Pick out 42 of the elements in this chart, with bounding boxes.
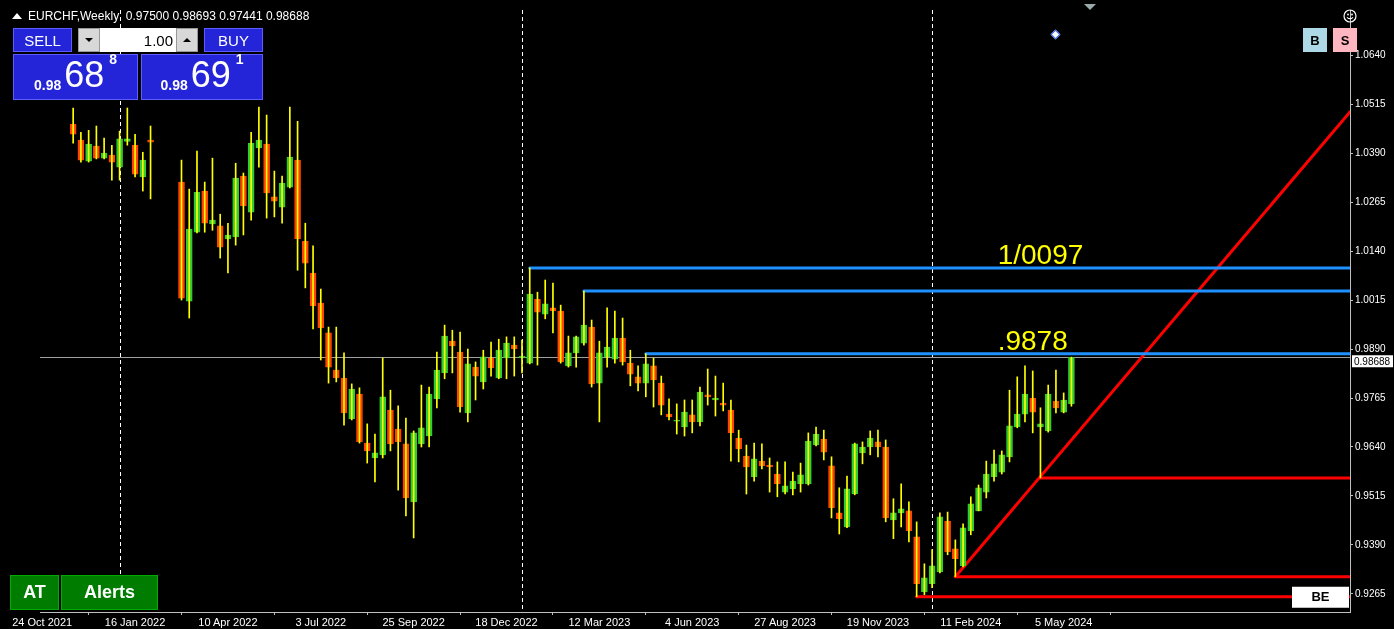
y-tick-label: 0.9890: [1355, 342, 1387, 354]
alerts-button: Alerts: [61, 575, 158, 610]
chart-title: EURCHF,Weekly 0.97500 0.98693 0.97441 0.98688: [28, 9, 310, 24]
buy-button: BUY: [204, 28, 263, 52]
y-tick-label: 1.0515: [1355, 97, 1387, 109]
x-tick-label: 18 Dec 2022: [475, 615, 538, 628]
y-tick-label: 1.0640: [1355, 48, 1387, 60]
y-tick-label: 0.9390: [1355, 538, 1387, 550]
annotation: 1: [235, 51, 244, 67]
x-tick-label: 5 May 2024: [1034, 615, 1093, 628]
annotation: 0.98: [33, 77, 62, 93]
y-tick-label: 1.0015: [1355, 293, 1387, 305]
series-label: BE: [1311, 589, 1330, 605]
x-tick-label: 27 Aug 2023: [754, 615, 816, 628]
annotation: 8: [109, 51, 118, 67]
annotation: 69: [190, 54, 231, 95]
x-tick-label: 4 Jun 2023: [665, 615, 720, 628]
x-tick-label: 10 Apr 2022: [198, 615, 258, 628]
sell-button: SELL: [13, 28, 72, 52]
x-tick-label: 11 Feb 2024: [940, 615, 1002, 628]
s-button: S: [1333, 28, 1357, 52]
at-button: AT: [10, 575, 59, 610]
x-tick-label: 19 Nov 2023: [846, 615, 910, 628]
x-tick-label: 3 Jul 2022: [295, 615, 347, 628]
x-tick-label: 12 Mar 2023: [568, 615, 631, 628]
x-tick-label: 24 Oct 2021: [12, 615, 73, 628]
y-tick-label: 1.0390: [1355, 146, 1387, 158]
y-tick-label: 1.0140: [1355, 244, 1387, 256]
annotation: .9878: [997, 324, 1068, 356]
y-tick-label: 0.9640: [1355, 440, 1387, 452]
y-tick-label: 0.9515: [1355, 489, 1387, 501]
x-tick-label: 16 Jan 2022: [104, 615, 166, 628]
annotation: 1/0097: [997, 238, 1084, 270]
x-tick-label: 25 Sep 2022: [382, 615, 445, 628]
b-button: B: [1303, 28, 1327, 52]
lot-field: 1.00: [100, 28, 176, 52]
y-tick-label: 0.9765: [1355, 391, 1387, 403]
annotation: 0.98: [160, 77, 188, 93]
ref-line-label: 0.98688: [1354, 355, 1391, 367]
annotation: 68: [64, 54, 105, 95]
y-tick-label: 1.0265: [1355, 195, 1387, 207]
y-tick-label: 0.9265: [1355, 587, 1387, 599]
